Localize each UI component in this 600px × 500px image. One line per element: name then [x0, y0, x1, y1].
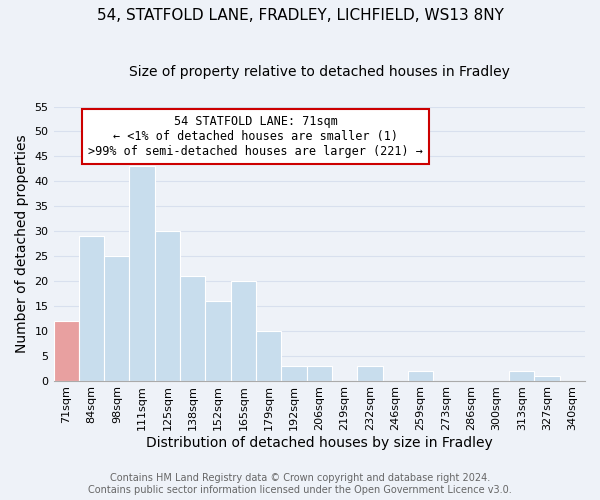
- Bar: [205, 301, 230, 380]
- Y-axis label: Number of detached properties: Number of detached properties: [15, 134, 29, 353]
- Bar: [408, 370, 433, 380]
- Bar: [180, 276, 205, 380]
- Bar: [357, 366, 383, 380]
- Bar: [307, 366, 332, 380]
- Bar: [104, 256, 130, 380]
- Bar: [79, 236, 104, 380]
- Text: Contains HM Land Registry data © Crown copyright and database right 2024.
Contai: Contains HM Land Registry data © Crown c…: [88, 474, 512, 495]
- Bar: [155, 231, 180, 380]
- Bar: [509, 370, 535, 380]
- Text: 54 STATFOLD LANE: 71sqm
← <1% of detached houses are smaller (1)
>99% of semi-de: 54 STATFOLD LANE: 71sqm ← <1% of detache…: [88, 115, 423, 158]
- Bar: [130, 166, 155, 380]
- Bar: [230, 281, 256, 380]
- Bar: [535, 376, 560, 380]
- Title: Size of property relative to detached houses in Fradley: Size of property relative to detached ho…: [129, 65, 510, 79]
- Bar: [281, 366, 307, 380]
- Text: 54, STATFOLD LANE, FRADLEY, LICHFIELD, WS13 8NY: 54, STATFOLD LANE, FRADLEY, LICHFIELD, W…: [97, 8, 503, 22]
- X-axis label: Distribution of detached houses by size in Fradley: Distribution of detached houses by size …: [146, 436, 493, 450]
- Bar: [53, 321, 79, 380]
- Bar: [256, 331, 281, 380]
